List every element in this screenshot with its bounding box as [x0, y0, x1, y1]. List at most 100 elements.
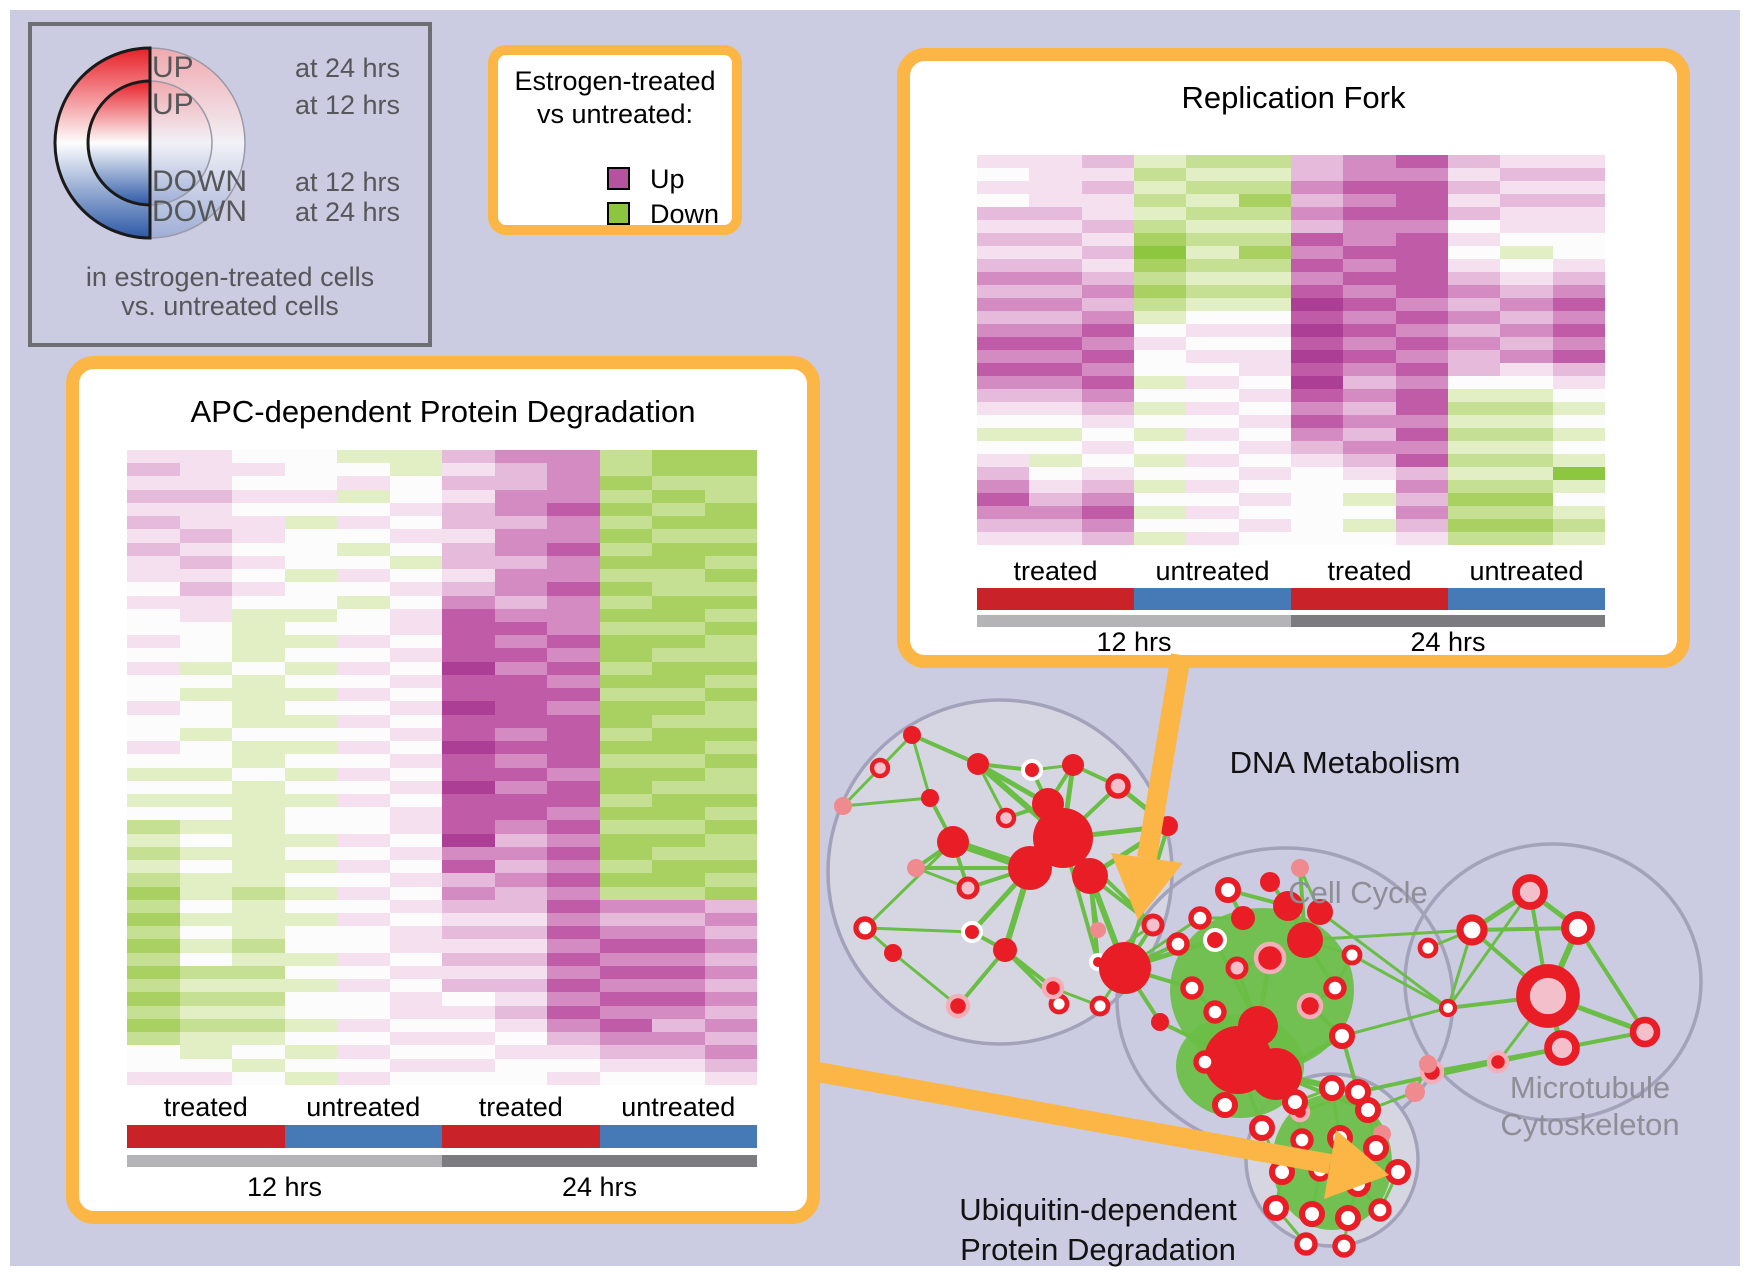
- heatmap-cell: [1500, 376, 1553, 389]
- heatmap-cell: [1238, 285, 1291, 298]
- heatmap-cell: [284, 754, 337, 768]
- updown-legend-box: UP at 24 hrs UP at 12 hrs DOWN at 12 hrs…: [28, 22, 432, 347]
- heatmap-cell: [1290, 415, 1344, 428]
- heatmap-cell: [442, 489, 495, 503]
- heatmap-cell: [1133, 194, 1187, 207]
- heatmap-cell: [1343, 467, 1396, 480]
- heatmap-cell: [599, 873, 652, 887]
- heatmap-cell: [442, 754, 495, 768]
- heatmap-cell: [179, 714, 232, 728]
- heatmap-cell: [127, 688, 180, 702]
- heatmap-cell: [599, 688, 652, 702]
- heatmap-cell: [1395, 376, 1448, 389]
- heatmap-cell: [1343, 415, 1396, 428]
- heatmap-cell: [1081, 506, 1134, 519]
- heatmap-cell: [1133, 402, 1187, 415]
- heatmap-cell: [284, 661, 337, 675]
- heatmap-cell: [232, 860, 285, 874]
- heatmap-cell: [1500, 259, 1553, 272]
- heatmap-cell: [547, 674, 600, 689]
- heatmap-cell: [232, 582, 285, 596]
- heatmap-cell: [494, 489, 547, 503]
- estrogen-color-key: Estrogen-treated vs untreated: Up Down: [488, 45, 742, 235]
- heatmap-cell: [179, 780, 232, 794]
- heatmap-cell: [1081, 285, 1134, 298]
- heatmap-cell: [704, 926, 757, 940]
- heatmap-cell: [442, 833, 495, 847]
- heatmap-cell: [1343, 454, 1396, 467]
- heatmap-cell: [389, 582, 442, 596]
- heatmap-cell: [1290, 168, 1344, 181]
- heatmap-cell: [547, 516, 600, 530]
- heatmap-cell: [704, 873, 757, 887]
- heatmap-cell: [389, 463, 442, 477]
- heatmap-cell: [389, 688, 442, 702]
- heatmap-cell: [1186, 493, 1239, 506]
- heatmap-cell: [1186, 454, 1239, 467]
- heatmap-cell: [547, 450, 600, 464]
- heatmap-cell: [704, 939, 757, 953]
- heatmap-cell: [179, 793, 232, 808]
- heatmap-cell: [284, 899, 337, 914]
- heatmap-cell: [547, 529, 600, 543]
- heatmap-cell: [1290, 298, 1344, 311]
- heatmap-cell: [337, 807, 390, 821]
- heatmap-cell: [1238, 207, 1291, 220]
- heatmap-cell: [704, 846, 757, 861]
- color-bar-segment: [442, 1125, 600, 1148]
- heatmap-cell: [977, 350, 1030, 363]
- heatmap-cell: [1290, 337, 1344, 350]
- heatmap-cell: [977, 454, 1030, 467]
- heatmap-cell: [704, 793, 757, 808]
- heatmap-cell: [977, 207, 1030, 220]
- heatmap-cell: [547, 595, 600, 609]
- heatmap-cell: [284, 1032, 337, 1046]
- heatmap-cell: [389, 542, 442, 556]
- heatmap-cell: [1186, 298, 1239, 311]
- heatmap-cell: [389, 952, 442, 966]
- heatmap-cell: [1395, 506, 1448, 519]
- heatmap-cell: [1290, 181, 1344, 194]
- heatmap-cell: [389, 780, 442, 794]
- heatmap-cell: [1133, 493, 1187, 506]
- heatmap-cell: [1290, 480, 1344, 493]
- heatmap-cell: [652, 555, 705, 570]
- heatmap-cell: [442, 939, 495, 953]
- heatmap-cell: [1447, 454, 1501, 467]
- heatmap-cell: [652, 767, 705, 781]
- heatmap-cell: [1343, 298, 1396, 311]
- heatmap-cell: [1447, 415, 1501, 428]
- heatmap-cell: [547, 820, 600, 834]
- heatmap-cell: [1395, 519, 1448, 532]
- heatmap-cell: [599, 582, 652, 596]
- heatmap-cell: [284, 833, 337, 847]
- heatmap-cell: [1500, 233, 1553, 246]
- heatmap-cell: [494, 886, 547, 900]
- heatmap-cell: [284, 529, 337, 543]
- heatmap-cell: [337, 661, 390, 675]
- heatmap-cell: [442, 741, 495, 755]
- heatmap-cell: [1343, 324, 1396, 337]
- heatmap-cell: [1186, 389, 1239, 402]
- heatmap-cell: [442, 979, 495, 993]
- heatmap-cell: [442, 820, 495, 834]
- heatmap-cell: [1500, 532, 1553, 545]
- color-bar-segment: [599, 1125, 757, 1148]
- heatmap-cell: [547, 542, 600, 556]
- heatmap-cell: [494, 979, 547, 993]
- heatmap-cell: [704, 555, 757, 570]
- heatmap-cell: [389, 846, 442, 861]
- heatmap-cell: [127, 542, 180, 556]
- heatmap-cell: [1133, 324, 1187, 337]
- heatmap-cell: [1447, 519, 1501, 532]
- heatmap-cell: [232, 873, 285, 887]
- heatmap-cell: [652, 582, 705, 596]
- heatmap-cell: [284, 846, 337, 861]
- heatmap-cell: [284, 727, 337, 742]
- heatmap-cell: [127, 952, 180, 966]
- heatmap-cell: [442, 595, 495, 609]
- heatmap-cell: [704, 450, 757, 464]
- heatmap-cell: [179, 661, 232, 675]
- heatmap-cell: [652, 833, 705, 847]
- heatmap-cell: [547, 913, 600, 927]
